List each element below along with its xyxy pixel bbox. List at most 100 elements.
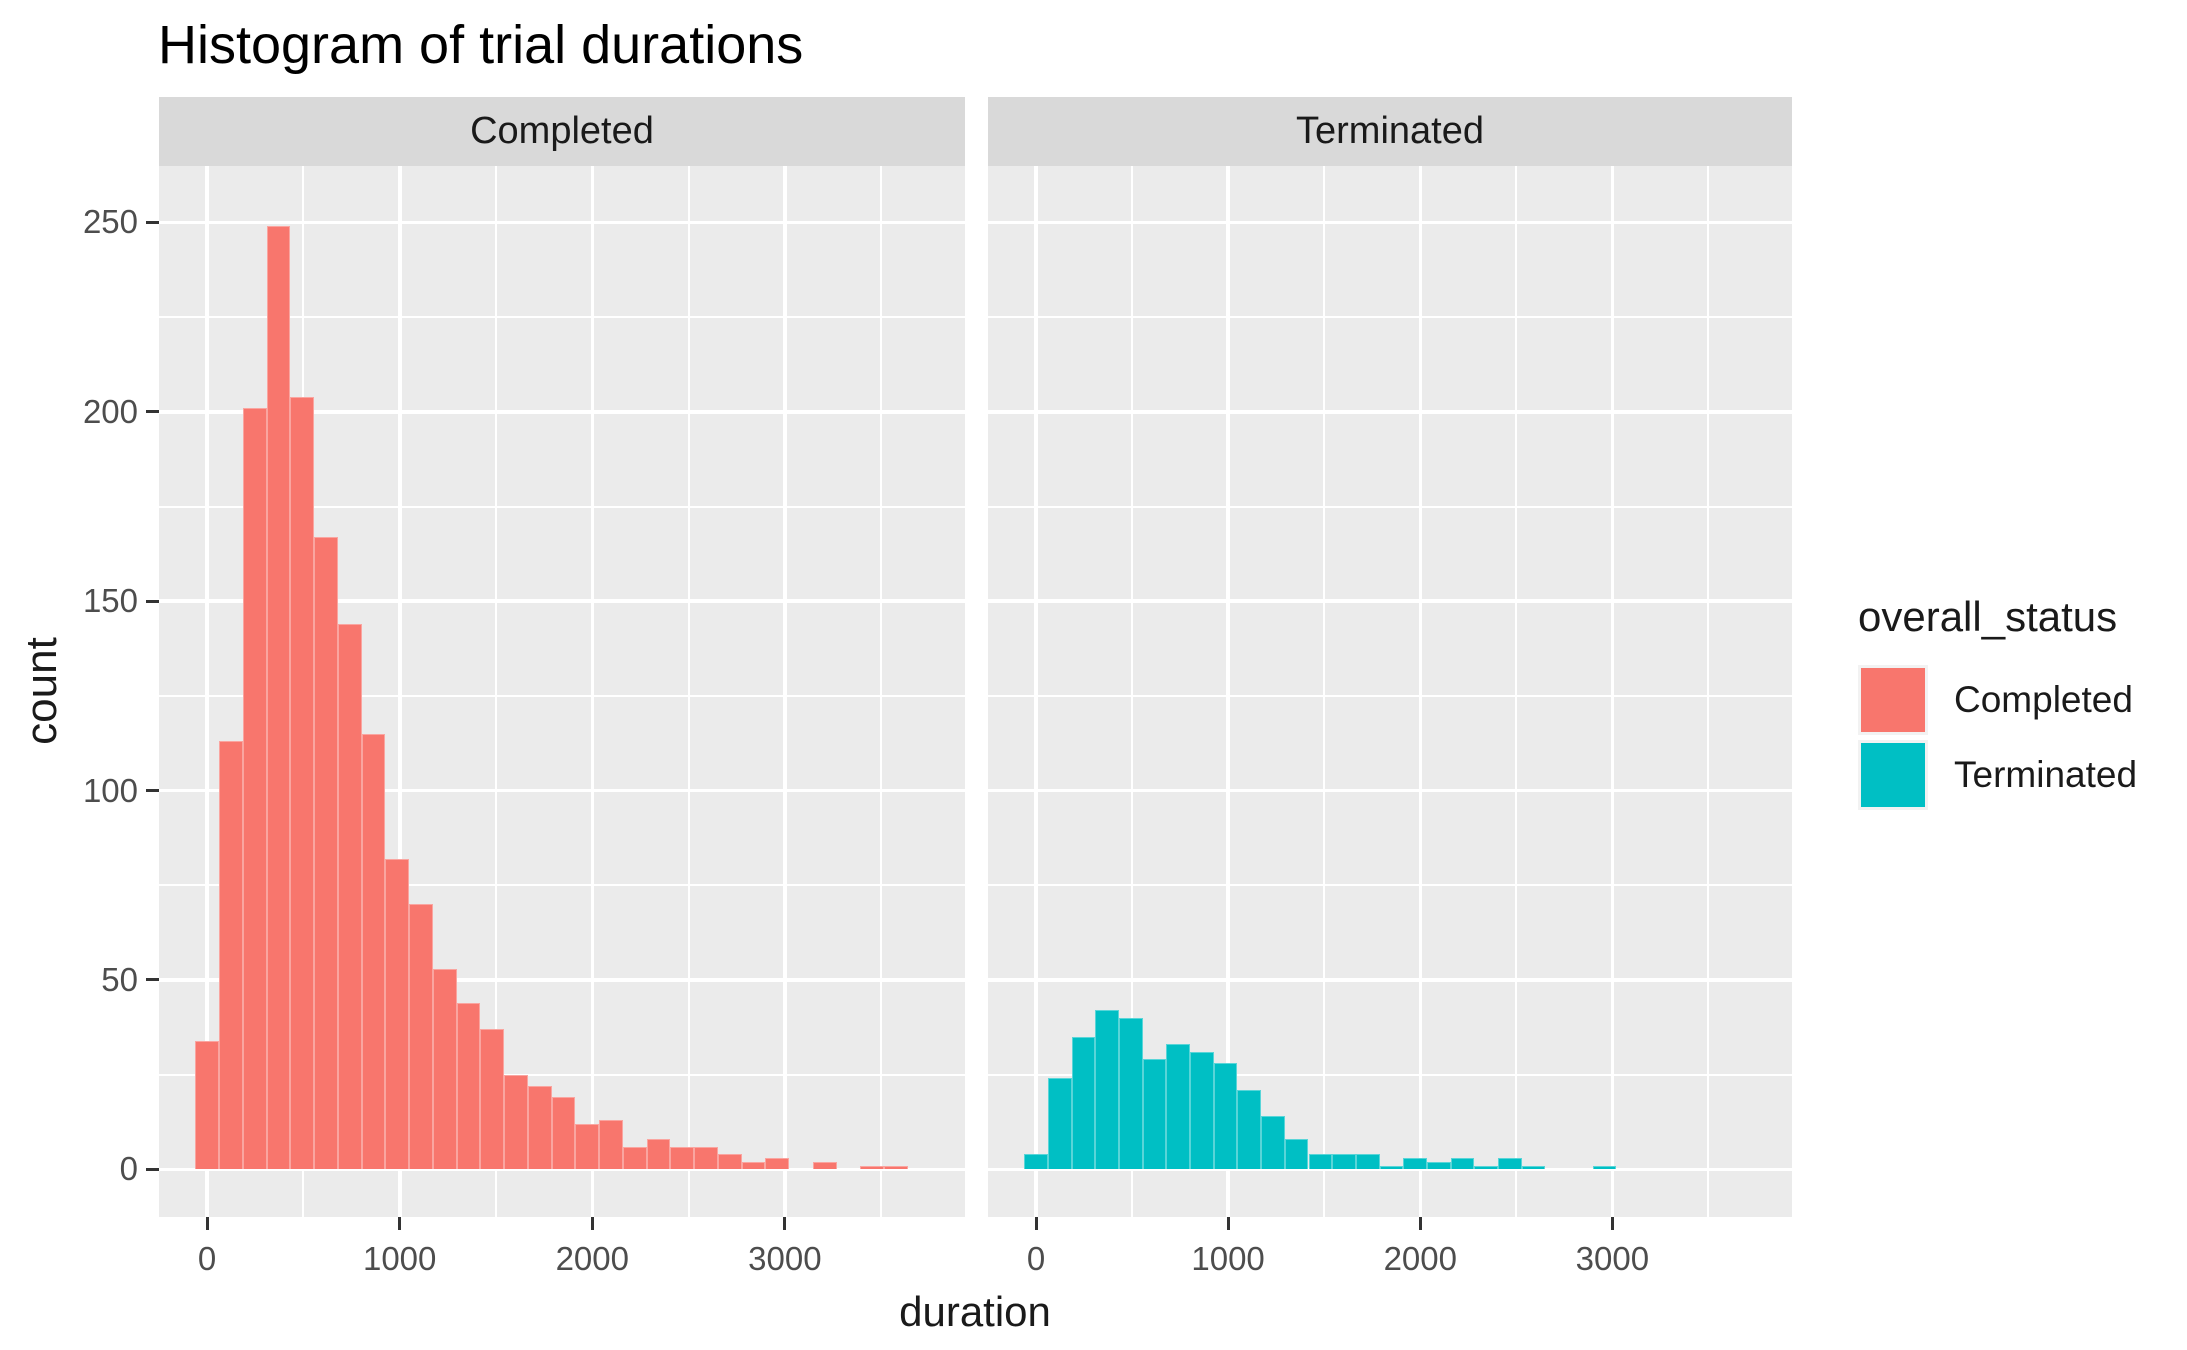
histogram-bar xyxy=(456,1002,481,1170)
histogram-bar xyxy=(717,1154,742,1170)
x-minor-gridline xyxy=(495,166,497,1217)
histogram-bar xyxy=(741,1161,766,1170)
y-tick-label: 250 xyxy=(82,203,138,241)
x-major-gridline xyxy=(1226,166,1230,1217)
x-tick-label: 0 xyxy=(197,1240,217,1277)
histogram-bar xyxy=(1237,1089,1262,1170)
x-tick-label: 2000 xyxy=(1383,1240,1457,1277)
x-major-gridline xyxy=(783,166,787,1217)
x-tick-label: 2000 xyxy=(555,1240,629,1277)
legend: overall_status Completed Terminated xyxy=(1858,593,2137,815)
legend-key-swatch xyxy=(1858,665,1928,735)
x-tick-mark xyxy=(590,1217,594,1230)
x-tick-mark xyxy=(398,1217,402,1230)
histogram-bar xyxy=(670,1146,695,1170)
histogram-bar xyxy=(551,1097,576,1170)
y-tick-mark xyxy=(146,220,159,224)
histogram-bar xyxy=(1355,1154,1380,1170)
y-major-gridline xyxy=(988,599,1792,603)
y-minor-gridline xyxy=(159,316,965,319)
histogram-bar xyxy=(812,1161,837,1170)
y-major-gridline xyxy=(988,220,1792,225)
histogram-bar xyxy=(1047,1078,1072,1170)
y-tick-label: 150 xyxy=(82,582,138,620)
y-axis-title: count xyxy=(17,637,66,745)
x-tick-mark xyxy=(205,1217,209,1230)
y-minor-gridline xyxy=(988,694,1792,697)
histogram-bar xyxy=(290,396,315,1170)
x-tick-mark xyxy=(1034,1217,1038,1230)
x-tick-label: 3000 xyxy=(1575,1240,1650,1277)
histogram-bar xyxy=(1521,1165,1546,1170)
facet-strip: Completed xyxy=(159,97,965,166)
histogram-bar xyxy=(1166,1044,1190,1170)
histogram-bar xyxy=(1071,1036,1096,1170)
x-tick-mark xyxy=(1418,1217,1422,1230)
histogram-bar xyxy=(1213,1063,1238,1170)
x-tick-label: 1000 xyxy=(1191,1240,1265,1277)
y-minor-gridline xyxy=(159,505,965,508)
legend-entry-label: Completed xyxy=(1954,679,2133,720)
x-major-gridline xyxy=(1418,166,1422,1217)
histogram-bar xyxy=(1474,1165,1499,1170)
x-tick-label: 0 xyxy=(1026,1240,1046,1277)
y-tick-mark xyxy=(146,1167,159,1171)
x-tick-label: 3000 xyxy=(748,1240,822,1277)
facet-panel xyxy=(988,166,1792,1217)
histogram-bar xyxy=(1498,1157,1522,1170)
x-major-gridline xyxy=(398,166,402,1217)
facet-strip-label: Terminated xyxy=(1296,110,1484,152)
histogram-bar xyxy=(195,1040,220,1170)
y-major-gridline xyxy=(159,220,965,225)
histogram-bar xyxy=(432,968,457,1170)
histogram-bar xyxy=(219,741,243,1170)
x-major-gridline xyxy=(1034,166,1038,1217)
legend-entry-label: Terminated xyxy=(1954,754,2138,795)
legend-entries: Completed Terminated xyxy=(1858,665,2137,810)
legend-entry: Terminated xyxy=(1858,740,2137,810)
histogram-bar xyxy=(1284,1139,1309,1170)
x-tick-mark xyxy=(783,1217,787,1230)
y-major-gridline xyxy=(159,788,965,793)
legend-entry: Completed xyxy=(1858,665,2137,735)
plot-title: Histogram of trial durations xyxy=(158,15,804,75)
y-tick-label: 50 xyxy=(101,960,138,998)
histogram-bar xyxy=(1332,1154,1356,1170)
histogram-bar xyxy=(1024,1154,1048,1170)
x-major-gridline xyxy=(1610,166,1615,1217)
y-major-gridline xyxy=(159,410,965,414)
histogram-bar xyxy=(1095,1010,1119,1170)
histogram-bar xyxy=(1119,1017,1143,1170)
histogram-bar xyxy=(385,858,410,1170)
histogram-bar xyxy=(1427,1161,1451,1170)
x-minor-gridline xyxy=(1707,166,1710,1217)
legend-title: overall_status xyxy=(1858,593,2118,640)
y-minor-gridline xyxy=(159,1073,965,1076)
y-minor-gridline xyxy=(988,505,1792,508)
x-minor-gridline xyxy=(1131,166,1134,1217)
histogram-bar xyxy=(622,1146,647,1170)
y-tick-label: 100 xyxy=(82,771,138,809)
histogram-bar xyxy=(884,1165,908,1170)
histogram-bar xyxy=(314,536,338,1170)
x-axis-title: duration xyxy=(899,1288,1051,1335)
histogram-bar xyxy=(646,1139,671,1170)
histogram-bar xyxy=(599,1120,623,1170)
histogram-bar xyxy=(242,408,267,1170)
y-minor-gridline xyxy=(988,316,1792,319)
histogram-bar xyxy=(860,1165,885,1170)
histogram-bar xyxy=(361,733,386,1170)
y-major-gridline xyxy=(159,599,965,603)
histogram-bar xyxy=(409,904,433,1170)
y-tick-mark xyxy=(146,410,159,414)
x-major-gridline xyxy=(205,166,209,1217)
y-tick-mark xyxy=(146,789,159,792)
x-tick-mark xyxy=(1610,1217,1614,1230)
y-tick-mark xyxy=(146,978,159,982)
facet-strip: Terminated xyxy=(988,97,1792,166)
x-minor-gridline xyxy=(880,166,883,1217)
histogram-bar xyxy=(694,1146,718,1170)
histogram-bar xyxy=(1142,1059,1167,1170)
histogram-bar xyxy=(527,1086,552,1170)
